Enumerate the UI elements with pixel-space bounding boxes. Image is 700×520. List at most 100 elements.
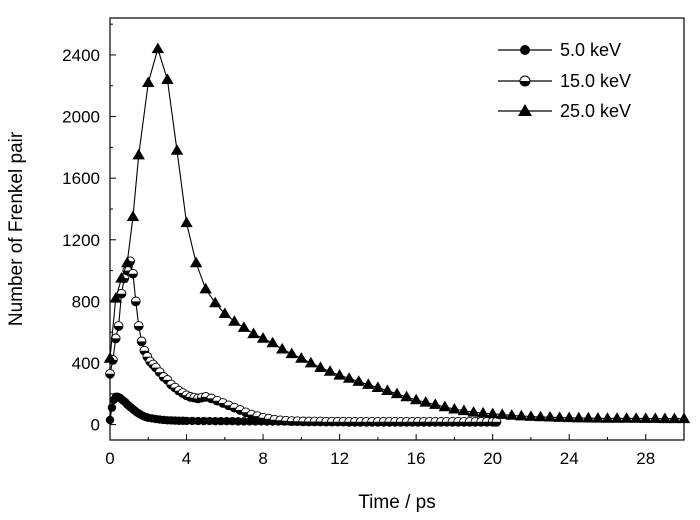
data-point (130, 296, 141, 307)
data-point (103, 352, 117, 363)
data-point (211, 417, 220, 426)
data-point (582, 411, 595, 423)
data-point (132, 148, 145, 160)
x-tick-label: 12 (330, 449, 349, 468)
y-tick-label: 0 (91, 416, 100, 435)
data-point (534, 410, 547, 422)
data-point (256, 332, 270, 343)
data-point (677, 412, 691, 424)
data-point (105, 368, 115, 379)
data-point (107, 403, 117, 412)
data-point (142, 76, 155, 88)
data-point (601, 412, 614, 423)
legend-marker-5kev (520, 45, 530, 55)
data-point (429, 398, 442, 409)
legend-label-5kev: 5.0 keV (560, 40, 621, 60)
x-axis-title: Time / ps (358, 492, 435, 513)
series-layer (103, 42, 691, 427)
data-point (116, 288, 127, 299)
data-point (199, 282, 212, 294)
data-point (381, 384, 394, 396)
x-tick-label: 0 (105, 449, 114, 468)
data-point (409, 393, 423, 405)
data-point (323, 365, 337, 376)
data-point (115, 272, 128, 283)
data-point (222, 417, 231, 426)
data-point (524, 410, 538, 421)
data-point (362, 378, 375, 389)
legend-marker-25kev (518, 104, 532, 116)
data-point (639, 412, 652, 423)
data-point (591, 412, 605, 423)
x-tick-label: 28 (636, 449, 655, 468)
data-point (572, 411, 585, 423)
data-point (476, 406, 490, 418)
series-line-15kev (109, 259, 497, 423)
axes-layer: 0 4 8 12 16 20 24 28 0 400 800 1200 1600 2000 2400 (62, 23, 655, 468)
legend-item-5kev: 5.0 keV (498, 40, 621, 60)
data-point (228, 315, 241, 326)
y-tick-label: 2400 (62, 46, 100, 65)
data-point (193, 416, 203, 426)
x-tick-label: 4 (182, 449, 191, 468)
data-point (295, 352, 308, 363)
data-point (342, 372, 356, 383)
data-point (304, 356, 318, 368)
legend-label-15kev: 15.0 keV (560, 71, 631, 91)
data-point (515, 409, 528, 421)
data-point (239, 417, 249, 426)
data-point (371, 381, 385, 392)
data-point (457, 404, 471, 416)
data-point (620, 412, 633, 423)
data-point (467, 406, 480, 417)
data-point (563, 411, 576, 423)
x-tick-label: 16 (407, 449, 426, 468)
y-tick-label: 800 (72, 292, 100, 311)
x-tick-label: 8 (258, 449, 267, 468)
data-point (352, 375, 365, 386)
data-point (209, 296, 222, 308)
data-point (182, 416, 191, 426)
legend-label-25kev: 25.0 keV (560, 101, 631, 121)
y-axis-title: Number of Frenkel pair (6, 131, 27, 326)
legend-item-15kev: 15.0 keV (498, 71, 631, 91)
legend: 5.0 keV 15.0 keV 25.0 keV (498, 40, 631, 121)
data-point (237, 321, 251, 332)
data-point (180, 216, 193, 228)
y-tick-label: 1600 (62, 169, 100, 188)
data-point (233, 417, 243, 426)
data-point (496, 408, 509, 419)
x-tick-label: 20 (483, 449, 502, 468)
data-point (333, 369, 346, 380)
data-point (128, 268, 138, 279)
data-point (126, 210, 140, 222)
data-point (438, 400, 452, 412)
legend-marker-15kev (519, 75, 531, 87)
data-point (276, 342, 289, 354)
data-point (113, 321, 124, 331)
y-tick-label: 1200 (62, 231, 100, 250)
data-point (658, 412, 672, 424)
data-point (199, 416, 208, 426)
data-point (505, 409, 518, 420)
data-point (151, 42, 165, 54)
plot-frame (109, 17, 685, 441)
data-point (247, 327, 260, 339)
data-point (218, 307, 231, 319)
data-point (216, 417, 226, 426)
data-point (390, 387, 404, 399)
data-point (266, 336, 279, 348)
data-point (133, 321, 144, 331)
data-point (121, 256, 134, 268)
data-point (161, 73, 174, 84)
y-tick-label: 2000 (62, 108, 100, 127)
data-point (285, 347, 298, 359)
series-15kev (105, 256, 502, 427)
data-point (314, 361, 327, 372)
data-point (109, 292, 122, 303)
data-point (400, 390, 413, 402)
data-point (105, 415, 115, 425)
data-point (448, 402, 461, 414)
x-tick-label: 24 (560, 449, 579, 468)
